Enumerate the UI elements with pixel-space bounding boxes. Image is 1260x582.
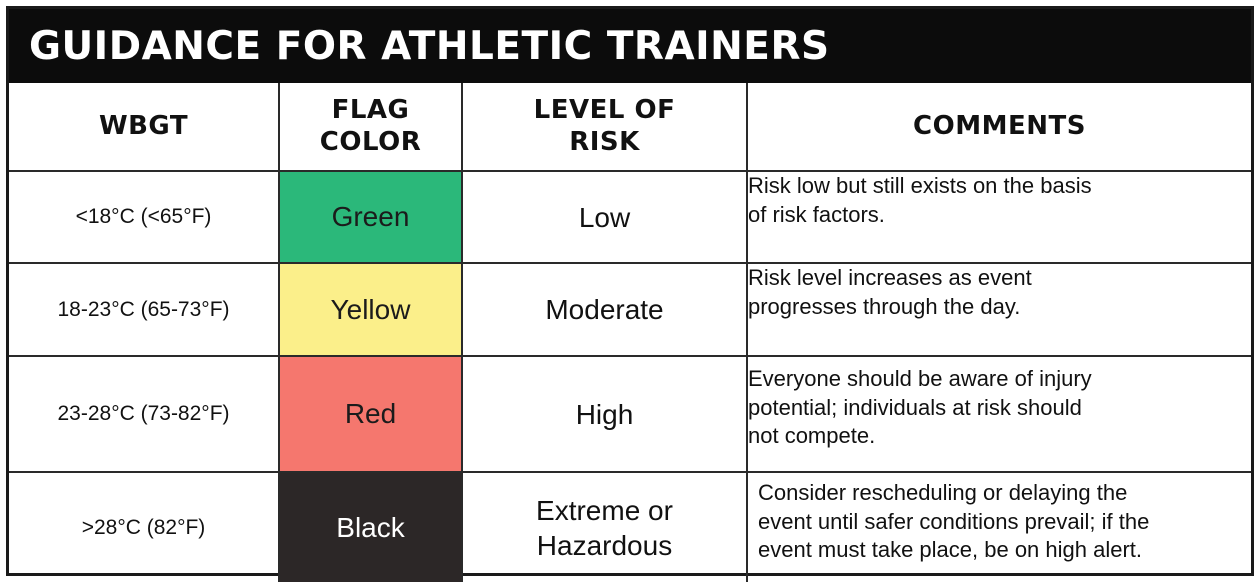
header-flag-color-line-1: FLAG <box>331 95 410 126</box>
guidance-table: WBGT FLAG COLOR LEVEL OF RISK COMMENTS <… <box>9 83 1251 582</box>
header-flag-color: FLAG COLOR <box>278 83 463 172</box>
table-row: >28°C (82°F) Black Extreme or Hazardous … <box>9 471 1251 582</box>
risk-cell: Extreme or Hazardous <box>461 471 748 582</box>
risk-line: Hazardous <box>536 529 673 561</box>
risk-line: Low <box>578 201 631 233</box>
comment-line: Risk level increases as event <box>748 265 1032 290</box>
comment-line: Consider rescheduling or delaying the <box>758 480 1128 505</box>
table-title: GUIDANCE FOR ATHLETIC TRAINERS <box>9 9 1251 83</box>
header-comments-line: COMMENTS <box>913 110 1086 141</box>
risk-cell: Moderate <box>461 262 748 357</box>
flag-color-cell-red: Red <box>278 355 463 473</box>
wbgt-cell: 18-23°C (65-73°F) <box>9 262 280 357</box>
flag-color-cell-yellow: Yellow <box>278 262 463 357</box>
wbgt-cell: <18°C (<65°F) <box>9 170 280 264</box>
comment-cell: Risk level increases as event progresses… <box>746 262 1251 357</box>
guidance-table-frame: GUIDANCE FOR ATHLETIC TRAINERS WBGT FLAG… <box>6 6 1254 582</box>
header-row: WBGT FLAG COLOR LEVEL OF RISK COMMENTS <box>9 83 1251 172</box>
header-level-of-risk-line-2: RISK <box>569 126 640 157</box>
comment-line: progresses through the day. <box>748 293 1021 319</box>
comment-line: of risk factors. <box>748 201 885 227</box>
flag-color-cell-green: Green <box>278 170 463 264</box>
table-row: 23-28°C (73-82°F) Red High Everyone shou… <box>9 355 1251 473</box>
header-flag-color-line-2: COLOR <box>319 126 422 157</box>
wbgt-cell: >28°C (82°F) <box>9 471 280 582</box>
comment-line: Risk low but still exists on the basis <box>748 173 1092 198</box>
comment-cell: Risk low but still exists on the basis o… <box>746 170 1251 264</box>
header-wbgt: WBGT <box>9 83 280 172</box>
risk-cell: High <box>461 355 748 473</box>
risk-line: Extreme or <box>536 494 673 526</box>
table-row: 18-23°C (65-73°F) Yellow Moderate Risk l… <box>9 262 1251 357</box>
comment-line: potential; individuals at risk should <box>748 394 1082 420</box>
header-wbgt-line: WBGT <box>98 110 189 141</box>
risk-line: High <box>575 398 634 430</box>
flag-color-cell-black: Black <box>278 471 463 582</box>
header-level-of-risk-line-1: LEVEL OF <box>533 95 676 126</box>
risk-line: Moderate <box>545 294 664 325</box>
comment-line: event must take place, be on high alert. <box>758 537 1143 563</box>
risk-cell: Low <box>461 170 748 264</box>
comment-line: not compete. <box>748 423 876 449</box>
comment-cell: Consider rescheduling or delaying the ev… <box>746 471 1251 582</box>
header-level-of-risk: LEVEL OF RISK <box>461 83 748 172</box>
header-comments: COMMENTS <box>746 83 1251 172</box>
wbgt-cell: 23-28°C (73-82°F) <box>9 355 280 473</box>
comment-line: Everyone should be aware of injury <box>748 366 1092 391</box>
table-row: <18°C (<65°F) Green Low Risk low but sti… <box>9 170 1251 264</box>
comment-line: event until safer conditions prevail; if… <box>758 508 1150 534</box>
comment-cell: Everyone should be aware of injury poten… <box>746 355 1251 473</box>
